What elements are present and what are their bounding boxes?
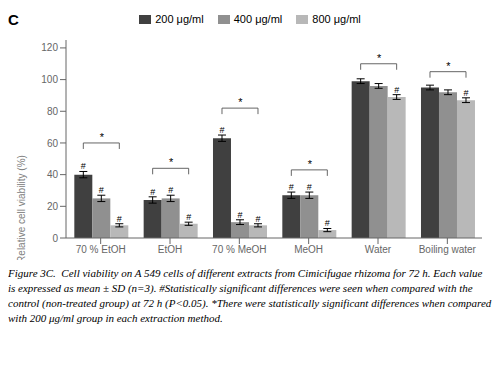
svg-text:#: # <box>255 214 260 224</box>
svg-text:#: # <box>307 182 312 192</box>
svg-text:#: # <box>394 85 399 95</box>
svg-text:#: # <box>168 185 173 195</box>
svg-text:*: * <box>99 131 104 143</box>
svg-text:20: 20 <box>47 201 59 212</box>
svg-text:#: # <box>237 210 242 220</box>
svg-text:Water: Water <box>365 244 392 255</box>
svg-text:#: # <box>186 212 191 222</box>
svg-text:Relative cell viability (%): Relative cell viability (%) <box>16 155 27 260</box>
svg-text:*: * <box>446 60 451 72</box>
svg-text:#: # <box>289 182 294 192</box>
svg-text:#: # <box>325 218 330 228</box>
svg-text:#: # <box>117 214 122 224</box>
svg-text:MeOH: MeOH <box>294 244 323 255</box>
svg-text:70 % MeOH: 70 % MeOH <box>212 244 266 255</box>
html-text:800 μg/ml: 800 μg/ml <box>312 13 361 25</box>
svg-text:*: * <box>238 96 243 108</box>
svg-text:#: # <box>99 185 104 195</box>
html-text:C: C <box>8 10 19 28</box>
svg-text:#: # <box>463 88 468 98</box>
svg-text:*: * <box>169 156 174 168</box>
svg-text:#: # <box>150 187 155 197</box>
svg-text:#: # <box>81 161 86 171</box>
svg-text:60: 60 <box>47 138 59 149</box>
svg-text:100: 100 <box>41 74 58 85</box>
svg-text:Boiling water: Boiling water <box>419 244 477 255</box>
svg-text:*: * <box>307 158 312 170</box>
svg-text:40: 40 <box>47 169 59 180</box>
html-text:200 μg/ml: 200 μg/ml <box>155 13 204 25</box>
html-text:400 μg/ml: 400 μg/ml <box>233 13 283 25</box>
html-text:Figure 3C. Cell viability on A: Figure 3C. Cell viability on A 549 cells… <box>8 267 494 324</box>
svg-text:120: 120 <box>41 42 58 53</box>
svg-text:*: * <box>377 52 382 64</box>
svg-text:80: 80 <box>47 106 59 117</box>
svg-text:70 % EtOH: 70 % EtOH <box>76 244 126 255</box>
svg-text:EtOH: EtOH <box>158 244 182 255</box>
svg-text:0: 0 <box>52 233 58 244</box>
svg-text:#: # <box>219 125 224 135</box>
